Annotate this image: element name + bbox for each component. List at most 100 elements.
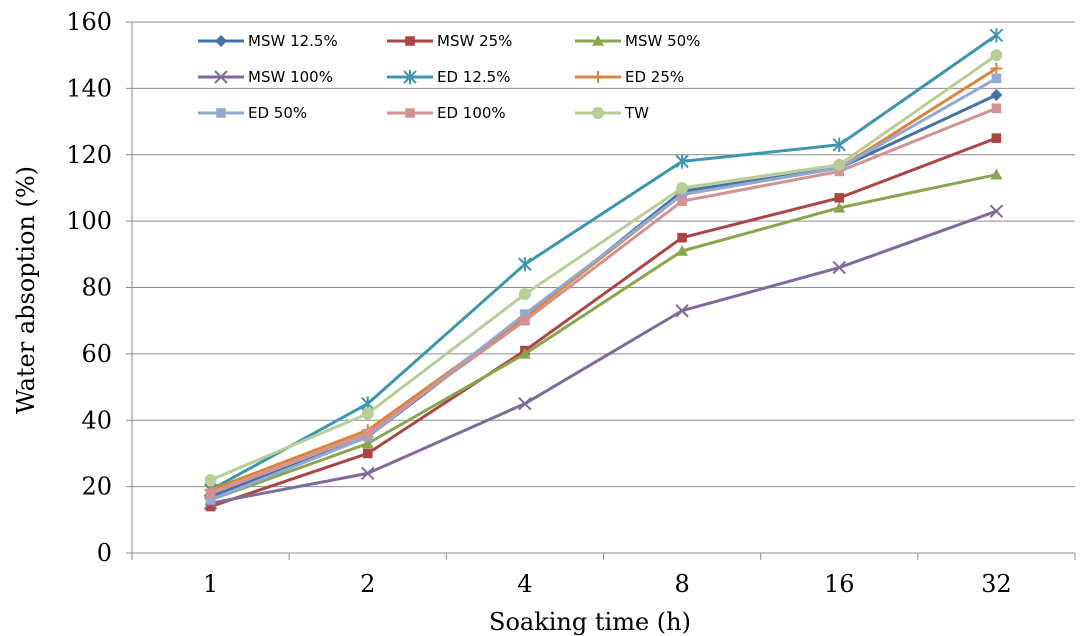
y-tick-label: 40 bbox=[81, 406, 112, 434]
legend-label: MSW 50% bbox=[625, 32, 700, 50]
data-point bbox=[677, 189, 687, 200]
data-point bbox=[205, 501, 216, 512]
y-tick-label: 140 bbox=[66, 74, 112, 102]
legend-marker bbox=[214, 70, 228, 84]
legend-item: TW bbox=[575, 104, 649, 122]
x-axis-title: Soaking time (h) bbox=[489, 608, 691, 636]
y-tick-label: 0 bbox=[97, 539, 112, 567]
data-point bbox=[361, 466, 375, 481]
y-tick-label: 60 bbox=[81, 340, 112, 368]
series-group bbox=[203, 28, 1004, 512]
y-tick-label: 20 bbox=[81, 473, 112, 501]
data-point bbox=[676, 244, 689, 256]
series-line bbox=[210, 106, 997, 495]
legend-item: ED 12.5% bbox=[387, 68, 510, 86]
legend-item: ED 25% bbox=[575, 68, 684, 86]
data-point bbox=[204, 473, 217, 486]
legend-marker bbox=[405, 108, 415, 118]
data-point bbox=[834, 193, 845, 203]
legend-label: ED 100% bbox=[437, 104, 506, 122]
data-point bbox=[990, 49, 1003, 62]
data-point bbox=[834, 166, 845, 177]
data-point bbox=[990, 62, 1003, 75]
legend-label: MSW 12.5% bbox=[248, 32, 338, 50]
legend-label: ED 12.5% bbox=[437, 68, 510, 86]
legend-label: MSW 100% bbox=[248, 68, 333, 86]
data-point bbox=[518, 257, 532, 272]
legend-marker bbox=[592, 35, 604, 46]
series-ed-100 bbox=[205, 103, 1002, 499]
data-point bbox=[362, 448, 373, 459]
data-point bbox=[518, 396, 532, 411]
data-point bbox=[518, 288, 531, 301]
series-line bbox=[210, 136, 997, 508]
x-tick-label: 32 bbox=[981, 570, 1012, 598]
x-tick-label: 2 bbox=[360, 570, 375, 598]
x-tick-label: 1 bbox=[203, 570, 218, 598]
data-point bbox=[520, 309, 530, 319]
series-msw-100 bbox=[203, 204, 1004, 510]
y-tick-label: 100 bbox=[66, 207, 112, 235]
y-tick-label: 120 bbox=[66, 141, 112, 169]
data-point bbox=[989, 204, 1004, 218]
series-line bbox=[209, 53, 998, 482]
legend-marker bbox=[405, 36, 415, 46]
data-point bbox=[518, 347, 531, 359]
data-point bbox=[205, 495, 216, 505]
y-tick-label: 80 bbox=[81, 274, 112, 302]
series-line bbox=[209, 34, 998, 492]
legend-item: MSW 50% bbox=[575, 32, 700, 50]
data-point bbox=[833, 158, 846, 171]
legend-marker bbox=[403, 69, 417, 85]
data-point bbox=[990, 89, 1003, 102]
legend-label: MSW 25% bbox=[437, 32, 512, 50]
legend-item: MSW 25% bbox=[387, 32, 512, 50]
legend-item: ED 100% bbox=[387, 104, 506, 122]
series-ed-12-5 bbox=[203, 28, 1004, 498]
data-point bbox=[990, 168, 1003, 180]
legend-marker bbox=[592, 107, 604, 119]
data-point bbox=[989, 28, 1004, 43]
data-point bbox=[361, 437, 374, 449]
data-point bbox=[677, 196, 687, 207]
legend-item: ED 50% bbox=[198, 104, 307, 122]
data-point bbox=[832, 260, 846, 275]
legend-item: MSW 100% bbox=[198, 68, 333, 86]
legend-item: MSW 12.5% bbox=[198, 32, 338, 50]
legend-marker bbox=[216, 108, 226, 118]
series-ed-50 bbox=[205, 73, 1002, 505]
x-tick-labels: 1 2 4 8 16 32 bbox=[203, 570, 1012, 598]
grid-lines bbox=[132, 21, 1075, 488]
data-point bbox=[520, 315, 530, 326]
series-tw bbox=[204, 49, 1003, 486]
data-point bbox=[832, 137, 846, 152]
data-point bbox=[675, 304, 689, 318]
axes bbox=[126, 21, 1076, 560]
x-tick-label: 16 bbox=[824, 570, 855, 598]
x-tick-label: 4 bbox=[517, 570, 532, 598]
legend-marker bbox=[215, 35, 227, 47]
legend-label: ED 50% bbox=[248, 104, 307, 122]
data-point bbox=[675, 154, 689, 169]
data-point bbox=[991, 133, 1002, 143]
data-point bbox=[362, 428, 373, 439]
y-tick-label: 160 bbox=[66, 8, 112, 36]
data-point bbox=[677, 232, 687, 243]
legend-marker bbox=[592, 71, 604, 83]
y-axis-title: Water absoption (%) bbox=[12, 166, 40, 414]
series-line bbox=[210, 209, 997, 505]
legend-label: TW bbox=[624, 104, 649, 122]
legend-label: ED 25% bbox=[625, 68, 684, 86]
x-tick-label: 8 bbox=[674, 570, 689, 598]
data-point bbox=[361, 407, 374, 420]
data-point bbox=[205, 488, 216, 499]
y-tick-labels: 0 20 40 60 80 100 120 140 160 bbox=[66, 8, 112, 567]
data-point bbox=[676, 181, 689, 194]
data-point bbox=[991, 103, 1002, 114]
data-point bbox=[833, 201, 846, 213]
series-line bbox=[210, 173, 997, 502]
data-point bbox=[991, 73, 1002, 84]
series-line bbox=[210, 77, 998, 502]
legend: MSW 12.5% MSW 25% MSW 50% MSW 100% ED 12.5% E… bbox=[198, 32, 700, 122]
